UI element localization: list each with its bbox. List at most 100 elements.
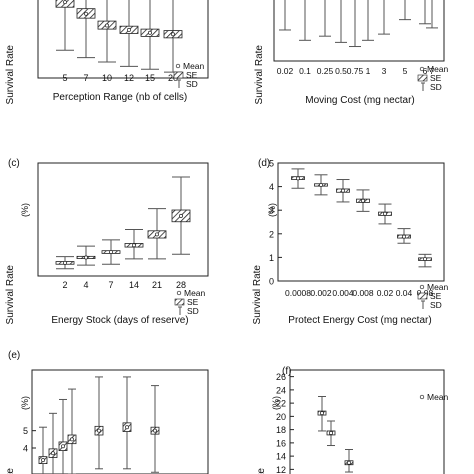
legend-mean-label: Mean <box>184 288 206 298</box>
legend-mean-label: Mean <box>427 282 449 292</box>
box-6 <box>163 0 183 73</box>
mean-marker <box>127 27 131 32</box>
y-axis-unit: (%) <box>20 396 30 410</box>
legend-sd-label: SD <box>430 82 442 92</box>
chart-panel-1: Survival Rate 5 7 10 12 15 20 Perception Range … <box>5 0 209 105</box>
box-7 <box>418 253 432 268</box>
mean-marker <box>41 458 45 463</box>
box-2 <box>76 245 96 266</box>
y-tick-label: 26 <box>276 372 286 382</box>
mean-marker <box>423 257 427 262</box>
x-tick-label: 2 <box>62 280 67 290</box>
box-2 <box>314 174 328 196</box>
box-3 <box>319 0 331 37</box>
legend-se-swatch <box>417 292 428 300</box>
legend-se-swatch <box>174 298 185 306</box>
y-tick-label: 16 <box>276 438 286 448</box>
y-tick-label: 14 <box>276 452 286 462</box>
x-tick-label: 10 <box>102 73 112 83</box>
y-axis-label: Survival Rate <box>252 265 263 325</box>
box-7 <box>150 385 160 473</box>
plot-frame <box>289 369 445 474</box>
mean-marker <box>341 188 345 193</box>
legend-se-swatch <box>417 74 428 82</box>
box-1 <box>317 396 327 432</box>
x-tick-label: 0.008 <box>352 288 374 298</box>
box-2 <box>76 0 96 59</box>
legend-mean-marker <box>419 66 425 72</box>
legend-mean-marker <box>419 394 425 400</box>
x-tick-label: 7 <box>430 66 435 76</box>
mean-marker <box>402 234 406 239</box>
x-tick-label: 21 <box>152 280 162 290</box>
box-4 <box>124 228 144 260</box>
legend-mean-marker <box>176 290 182 296</box>
x-tick-label: 7 <box>83 73 88 83</box>
box-5 <box>349 0 361 48</box>
x-tick-label: 0.02 <box>277 66 294 76</box>
panel-label: (c) <box>8 158 20 169</box>
x-tick-label: 0.002 <box>310 288 332 298</box>
y-tick-label: 12 <box>276 465 286 474</box>
box-4 <box>356 189 370 212</box>
box-3 <box>344 449 354 473</box>
mean-marker <box>51 451 55 456</box>
y-axis-label: ate <box>5 468 16 474</box>
y-tick-label: 4 <box>269 182 274 192</box>
panel-label: (e) <box>8 350 20 361</box>
box-2 <box>299 0 311 41</box>
box-5 <box>140 0 160 70</box>
mean-marker <box>347 460 351 465</box>
y-axis-unit: (%) <box>271 396 281 410</box>
box-2 <box>326 420 336 447</box>
y-tick-label: 5 <box>269 159 274 169</box>
box-10 <box>426 0 438 29</box>
plot-frame <box>277 162 445 282</box>
box-6 <box>397 228 411 244</box>
x-axis-label: Energy Stock (days of reserve) <box>51 315 188 326</box>
x-tick-label: 3 <box>382 66 387 76</box>
box-7 <box>378 0 390 35</box>
mean-marker <box>296 176 300 181</box>
x-tick-label: 15 <box>145 73 155 83</box>
mean-marker <box>155 232 159 237</box>
x-tick-label: 28 <box>176 280 186 290</box>
mean-marker <box>97 428 101 433</box>
y-axis-label: Survival Rate <box>5 45 16 105</box>
x-tick-label: 0.25 <box>317 66 334 76</box>
mean-marker <box>320 411 324 416</box>
legend-mean-label: Mean <box>427 392 449 402</box>
plot-frame <box>37 0 209 79</box>
x-tick-label: 0.02 <box>377 288 394 298</box>
box-4 <box>335 0 347 43</box>
box-3 <box>336 179 350 203</box>
box-1 <box>38 426 48 474</box>
legend-sd-label: SD <box>187 306 199 316</box>
box-4 <box>67 388 77 474</box>
box-1 <box>55 256 75 270</box>
box-6 <box>171 176 191 255</box>
mean-marker <box>148 30 152 35</box>
y-axis-label: Survival Rate <box>5 265 16 325</box>
legend-mean-label: Mean <box>183 61 205 71</box>
mean-marker <box>63 260 67 265</box>
y-axis-label: Survival Rate <box>254 45 265 105</box>
box-4 <box>119 0 139 67</box>
box-2 <box>48 412 58 474</box>
chart-panel-5: (e) 5 4 ate (%) <box>5 350 209 474</box>
x-tick-label: 0.004 <box>332 288 354 298</box>
x-tick-label: 14 <box>129 280 139 290</box>
legend-se-label: SE <box>430 73 442 83</box>
mean-marker <box>329 430 333 435</box>
x-tick-label: 6 <box>423 66 428 76</box>
x-axis-label: Perception Range (nb of cells) <box>53 92 188 103</box>
plot-frame <box>37 162 209 277</box>
mean-marker <box>109 250 113 254</box>
panel-label: (f) <box>282 366 291 377</box>
legend-se-swatch <box>173 71 184 79</box>
panel-label: (d) <box>258 158 270 169</box>
legend-mean-marker <box>175 63 181 69</box>
